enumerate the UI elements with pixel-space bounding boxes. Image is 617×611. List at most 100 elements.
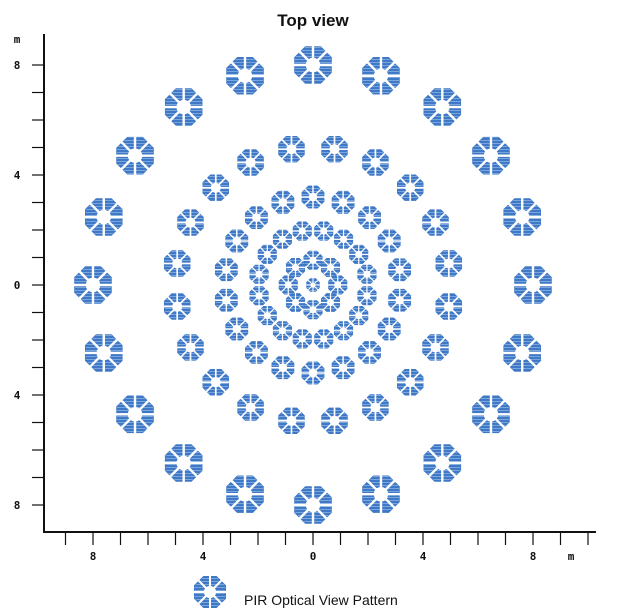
detection-zone: [420, 207, 451, 238]
y-tick-label: 0: [14, 279, 21, 292]
detection-zone: [256, 243, 278, 265]
detection-zone: [387, 257, 413, 283]
detection-zone: [348, 243, 370, 265]
detection-zone: [302, 249, 324, 271]
detection-zone: [434, 248, 464, 279]
detection-zone: [162, 86, 205, 129]
detection-zone: [434, 291, 464, 322]
detection-zone: [333, 228, 355, 250]
detection-zone: [320, 256, 342, 278]
detection-zone: [276, 406, 307, 436]
detection-zone: [469, 393, 512, 436]
detection-zone: [421, 86, 464, 129]
detection-zone: [284, 292, 306, 314]
detection-zone: [305, 277, 321, 293]
detection-zone: [302, 299, 324, 321]
detection-zone: [277, 274, 299, 296]
detection-zone: [348, 305, 370, 327]
x-tick-label: 0: [310, 550, 317, 563]
x-tick-label: 8: [90, 550, 97, 563]
detection-zone: [356, 263, 378, 285]
detection-zone: [243, 204, 270, 231]
y-tick-label: 4: [14, 169, 21, 182]
detection-zone: [333, 320, 355, 342]
detection-zone: [114, 134, 157, 177]
detection-zone: [82, 196, 125, 239]
detection-zone: [175, 332, 206, 363]
detection-zone: [256, 305, 278, 327]
detection-zone: [359, 54, 402, 97]
detection-zone: [356, 339, 383, 366]
detection-zone: [201, 173, 231, 203]
detection-zone: [271, 320, 293, 342]
octagon-zone-icon: [192, 574, 228, 610]
detection-zone: [360, 392, 391, 423]
detection-zone: [313, 328, 335, 350]
detection-zone: [291, 220, 313, 242]
detection-zone: [359, 473, 402, 516]
x-tick-label: 4: [200, 550, 207, 563]
detection-zone: [330, 189, 356, 215]
detection-zone: [421, 441, 464, 484]
detection-zone: [356, 204, 383, 231]
detection-zone: [175, 207, 206, 238]
detection-zone: [235, 392, 266, 423]
detection-zone: [248, 263, 270, 285]
legend-label: PIR Optical View Pattern: [244, 592, 398, 608]
detection-zone: [292, 484, 334, 526]
x-unit-label: m: [568, 550, 575, 563]
axes: 8 4 0 4 8 8 4 0 4 8 m m: [14, 33, 596, 563]
y-unit-label: m: [14, 33, 21, 46]
detection-zone: [162, 248, 192, 279]
detection-zone: [284, 256, 306, 278]
chart-title: Top view: [277, 11, 349, 30]
detection-zone: [292, 44, 334, 86]
detection-zone: [291, 328, 313, 350]
detection-zone: [162, 441, 205, 484]
detection-zone: [300, 184, 326, 210]
detection-zone: [420, 332, 451, 363]
detection-zone: [501, 196, 544, 239]
detection-zone: [376, 316, 402, 342]
detection-zone: [469, 134, 512, 177]
detection-zone: [270, 355, 296, 381]
detection-zone: [271, 228, 293, 250]
x-tick-label: 4: [420, 550, 427, 563]
detection-zone: [224, 54, 267, 97]
detection-zone: [270, 189, 296, 215]
detection-zone: [319, 134, 350, 164]
detection-zone: [512, 264, 554, 306]
detection-zone: [395, 173, 425, 203]
detection-zone: [72, 264, 114, 306]
detection-zone: [82, 331, 125, 374]
detection-zone: [243, 339, 270, 366]
detection-zone: [395, 367, 425, 397]
detection-zone: [248, 285, 270, 307]
detection-zone: [224, 473, 267, 516]
x-tick-label: 8: [530, 550, 537, 563]
detection-zone: [327, 274, 349, 296]
detection-zone: [224, 228, 250, 254]
y-tick-label: 8: [14, 59, 21, 72]
detection-zone: [330, 355, 356, 381]
detection-zones: [72, 44, 554, 526]
detection-zone: [313, 220, 335, 242]
detection-zone: [213, 287, 239, 313]
detection-zone: [213, 257, 239, 283]
detection-zone: [162, 291, 192, 322]
detection-zone: [387, 287, 413, 313]
detection-zone: [501, 331, 544, 374]
detection-zone: [201, 367, 231, 397]
detection-zone: [320, 292, 342, 314]
detection-zone: [224, 316, 250, 342]
y-tick-label: 8: [14, 499, 21, 512]
detection-zone: [276, 134, 307, 164]
detection-zone: [235, 147, 266, 178]
y-tick-label: 4: [14, 389, 21, 402]
legend: PIR Optical View Pattern: [192, 574, 398, 610]
detection-zone: [319, 406, 350, 436]
detection-zone: [192, 574, 228, 610]
detection-zone: [360, 147, 391, 178]
detection-zone: [376, 228, 402, 254]
